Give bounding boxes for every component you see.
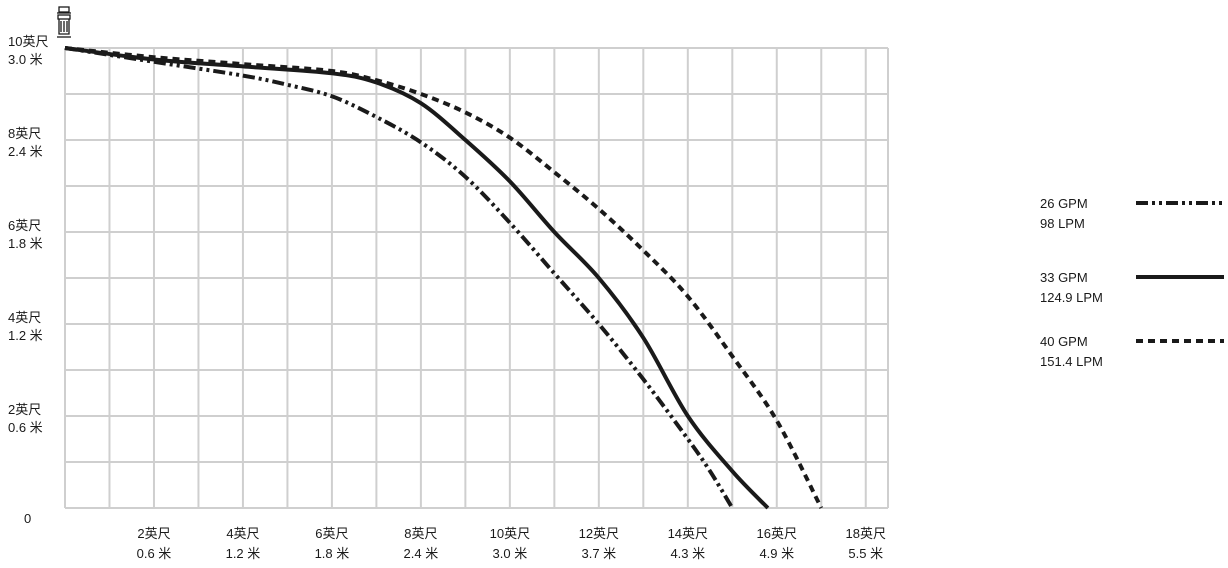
y-tick-label-ft: 6英尺 xyxy=(8,218,41,233)
sprinkler-head-icon xyxy=(57,6,71,38)
x-axis-tick-labels: 2英尺 0.6 米 4英尺 1.2 米 6英尺 1.8 米 8英尺 2.4 米 10英尺 3.0 … xyxy=(137,526,886,561)
y-tick-label-ft: 8英尺 xyxy=(8,126,41,141)
x-tick-label-ft: 10英尺 xyxy=(490,526,530,541)
y-tick-label-ft: 2英尺 xyxy=(8,402,41,417)
chart-legend: 26 GPM 98 LPM 33 GPM 124.9 LPM 40 GPM 151.4 L… xyxy=(1040,196,1224,369)
x-tick-label-m: 1.8 米 xyxy=(315,546,350,561)
x-tick-label-ft: 12英尺 xyxy=(579,526,619,541)
x-tick-label-m: 5.5 米 xyxy=(848,546,883,561)
y-tick-label-m: 3.0 米 xyxy=(8,52,43,67)
y-tick-label-m: 1.8 米 xyxy=(8,236,43,251)
legend-label-gpm: 26 GPM xyxy=(1040,196,1088,211)
series-line-2 xyxy=(64,46,824,509)
x-tick-label-ft: 14英尺 xyxy=(668,526,708,541)
x-tick-label-m: 1.2 米 xyxy=(226,546,261,561)
x-tick-label-ft: 8英尺 xyxy=(404,526,437,541)
y-tick-label-ft: 4英尺 xyxy=(8,310,41,325)
x-tick-label-ft: 16英尺 xyxy=(757,526,797,541)
x-tick-label-m: 3.0 米 xyxy=(493,546,528,561)
legend-label-gpm: 33 GPM xyxy=(1040,270,1088,285)
y-tick-label-zero: 0 xyxy=(24,511,31,526)
x-tick-label-ft: 18英尺 xyxy=(846,526,886,541)
x-tick-label-m: 2.4 米 xyxy=(404,546,439,561)
x-tick-label-m: 4.3 米 xyxy=(670,546,705,561)
legend-label-lpm: 124.9 LPM xyxy=(1040,290,1103,305)
y-tick-label-ft: 10英尺 xyxy=(8,34,48,49)
series-line-1 xyxy=(64,46,770,510)
x-tick-label-m: 4.9 米 xyxy=(759,546,794,561)
x-tick-label-m: 3.7 米 xyxy=(581,546,616,561)
series-line-0 xyxy=(64,46,735,510)
y-axis-tick-labels: 0 2英尺 0.6 米 4英尺 1.2 米 6英尺 1.8 米 8英尺 2.4 米 10英尺 3.0… xyxy=(8,34,48,526)
x-tick-label-m: 0.6 米 xyxy=(137,546,172,561)
legend-label-lpm: 151.4 LPM xyxy=(1040,354,1103,369)
x-tick-label-ft: 2英尺 xyxy=(137,526,170,541)
x-tick-label-ft: 6英尺 xyxy=(315,526,348,541)
y-tick-label-m: 0.6 米 xyxy=(8,420,43,435)
legend-label-gpm: 40 GPM xyxy=(1040,334,1088,349)
legend-label-lpm: 98 LPM xyxy=(1040,216,1085,231)
series-lines xyxy=(64,46,824,510)
y-tick-label-m: 1.2 米 xyxy=(8,328,43,343)
y-tick-label-m: 2.4 米 xyxy=(8,144,43,159)
x-tick-label-ft: 4英尺 xyxy=(226,526,259,541)
